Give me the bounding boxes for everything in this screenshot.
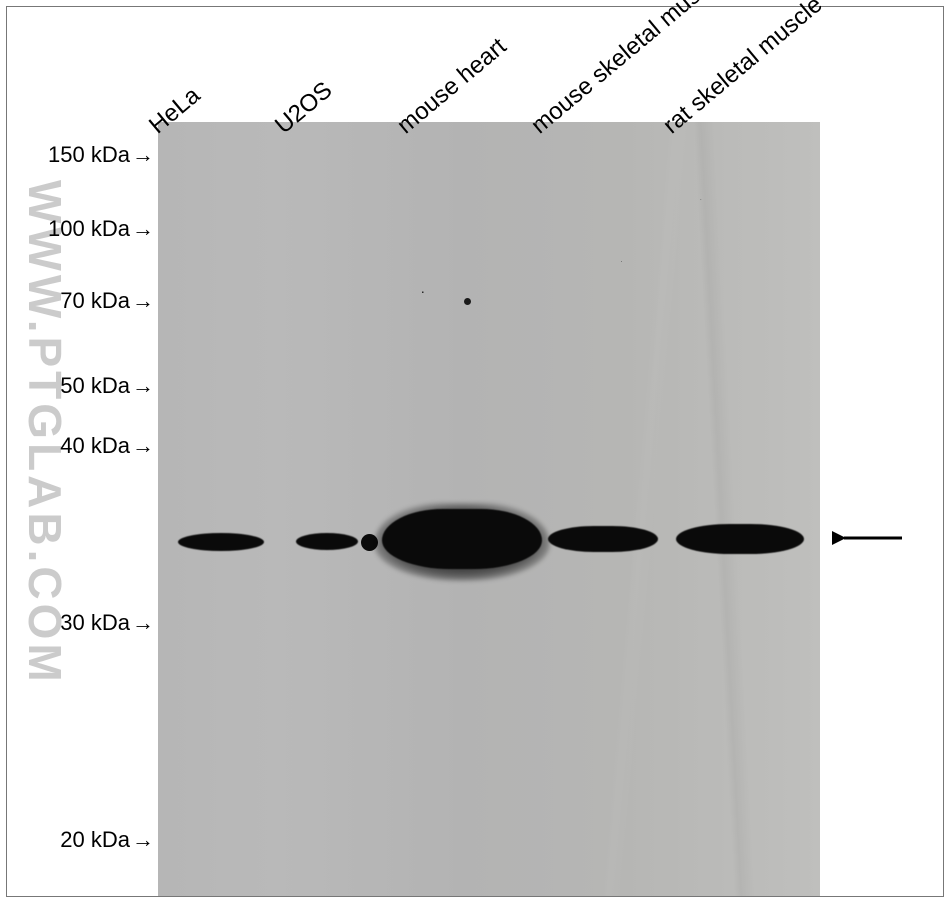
blot-band [178, 533, 264, 551]
mw-marker-label: 20 kDa→ [60, 827, 154, 853]
mw-marker-text: 20 kDa [60, 827, 130, 852]
blot-band [548, 526, 658, 552]
mw-marker-text: 50 kDa [60, 373, 130, 398]
mw-marker-text: 30 kDa [60, 610, 130, 635]
mw-marker-label: 100 kDa→ [48, 216, 154, 242]
arrow-right-icon: → [130, 216, 154, 241]
arrow-right-icon: → [130, 610, 154, 635]
arrow-right-icon: → [130, 142, 154, 167]
arrow-right-icon: → [130, 433, 154, 458]
stray-spot [464, 298, 471, 305]
blot-band [296, 533, 358, 550]
mw-marker-label: 30 kDa→ [60, 610, 154, 636]
mw-marker-label: 40 kDa→ [60, 433, 154, 459]
mw-marker-label: 50 kDa→ [60, 373, 154, 399]
blot-band [382, 509, 542, 569]
mw-marker-text: 70 kDa [60, 288, 130, 313]
arrow-right-icon: → [130, 827, 154, 852]
mw-marker-text: 100 kDa [48, 216, 130, 241]
arrow-right-icon: → [130, 373, 154, 398]
arrow-right-icon: → [130, 288, 154, 313]
mw-marker-text: 150 kDa [48, 142, 130, 167]
mw-marker-label: 150 kDa→ [48, 142, 154, 168]
mw-marker-text: 40 kDa [60, 433, 130, 458]
blot-band [676, 524, 804, 554]
mw-marker-label: 70 kDa→ [60, 288, 154, 314]
